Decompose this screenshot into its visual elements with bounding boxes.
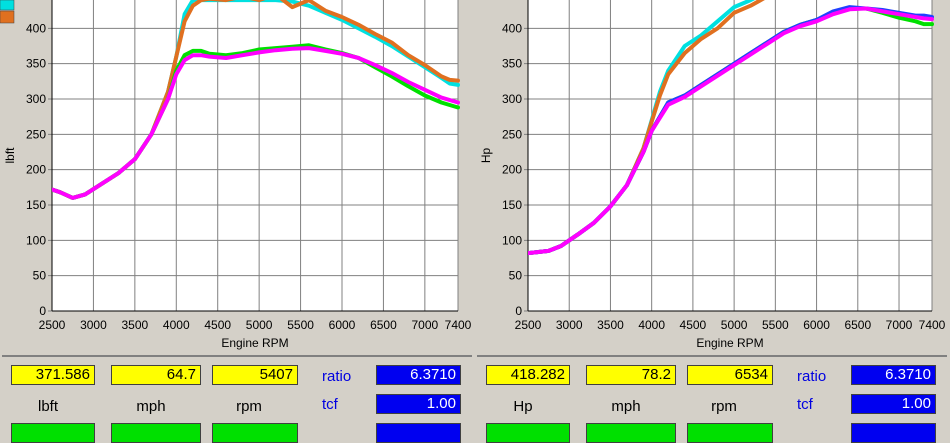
tcf-value[interactable]: 1.00 — [851, 394, 936, 414]
x-tick-label: 6500 — [844, 318, 871, 332]
y-tick-label: 0 — [515, 304, 522, 318]
y-tick-label: 250 — [502, 127, 522, 141]
legend-swatch-orange — [0, 10, 15, 24]
y-tick-label: 200 — [502, 163, 522, 177]
x-axis-label: Engine RPM — [221, 336, 288, 350]
cursor-readout-row — [212, 423, 298, 443]
x-tick-label: 4500 — [680, 318, 707, 332]
y-tick-label: 100 — [502, 233, 522, 247]
x-tick-label: 7400 — [919, 318, 946, 332]
x-tick-label: 3000 — [556, 318, 583, 332]
cursor-readout-row — [687, 423, 773, 443]
rpm-unit: rpm — [711, 398, 737, 415]
y-tick-label: 350 — [26, 57, 46, 71]
y-tick-label: 150 — [26, 198, 46, 212]
x-tick-label: 2500 — [39, 318, 66, 332]
torque-chart: 2500 3000 3500 4000 4500 5000 5500 6000 6500 7000… — [3, 0, 472, 350]
y-tick-label: 50 — [509, 269, 523, 283]
ratio-label: ratio — [797, 368, 827, 385]
extra-value — [376, 423, 461, 443]
torque-readout: 371.586 — [11, 365, 95, 385]
tcf-label: tcf — [322, 396, 338, 413]
x-tick-label: 7000 — [412, 318, 439, 332]
horsepower-unit: Hp — [513, 398, 533, 415]
x-axis-label: Engine RPM — [696, 336, 763, 350]
x-tick-label: 5000 — [721, 318, 748, 332]
horsepower-readout: 418.282 — [486, 365, 570, 385]
y-tick-label: 400 — [502, 21, 522, 35]
x-tick-label: 3500 — [597, 318, 624, 332]
x-tick-label: 4500 — [204, 318, 231, 332]
legend-swatch-cyan — [0, 0, 15, 11]
x-tick-label: 3000 — [80, 318, 107, 332]
y-tick-label: 200 — [26, 163, 46, 177]
x-tick-label: 6000 — [803, 318, 830, 332]
y-tick-label: 250 — [26, 127, 46, 141]
x-tick-label: 6500 — [370, 318, 397, 332]
tcf-value[interactable]: 1.00 — [376, 394, 461, 414]
cursor-readout-row — [486, 423, 570, 443]
horsepower-chart: 2500 3000 3500 4000 4500 5000 5500 6000 6500 7000… — [479, 0, 946, 350]
cursor-readout-row — [11, 423, 95, 443]
x-tick-label: 7000 — [886, 318, 913, 332]
y-tick-label: 150 — [502, 198, 522, 212]
readout-panel-right: 418.282 78.2 6534 ratio 6.3710 Hp mph rp… — [477, 355, 947, 443]
rpm-readout: 6534 — [687, 365, 773, 385]
x-tick-label: 4000 — [638, 318, 665, 332]
ratio-label: ratio — [322, 368, 352, 385]
speed-unit: mph — [611, 398, 641, 415]
series-group — [52, 0, 460, 200]
series-group — [528, 0, 934, 256]
ratio-value[interactable]: 6.3710 — [376, 365, 461, 385]
y-tick-label: 50 — [33, 269, 47, 283]
plot-area — [528, 0, 932, 311]
charts-canvas: 2500 3000 3500 4000 4500 5000 5500 6000 6500 7000… — [0, 0, 946, 350]
y-tick-label: 400 — [26, 21, 46, 35]
y-tick-label: 300 — [502, 92, 522, 106]
y-tick-label: 0 — [39, 304, 46, 318]
series-line — [52, 46, 460, 200]
tcf-label: tcf — [797, 396, 813, 413]
x-tick-label: 2500 — [515, 318, 542, 332]
rpm-readout: 5407 — [212, 365, 298, 385]
y-tick-label: 100 — [26, 233, 46, 247]
x-tick-label: 4000 — [163, 318, 190, 332]
speed-readout: 64.7 — [111, 365, 201, 385]
rpm-unit: rpm — [236, 398, 262, 415]
cursor-readout-row — [111, 423, 201, 443]
series-line — [528, 6, 934, 256]
y-tick-label: 350 — [502, 57, 522, 71]
x-tick-label: 5000 — [246, 318, 273, 332]
extra-value — [851, 423, 936, 443]
x-tick-label: 3500 — [122, 318, 149, 332]
readout-panel-left: 371.586 64.7 5407 ratio 6.3710 lbft mph … — [2, 355, 472, 443]
ratio-value[interactable]: 6.3710 — [851, 365, 936, 385]
torque-unit: lbft — [37, 398, 58, 415]
x-tick-label: 6000 — [329, 318, 356, 332]
speed-unit: mph — [136, 398, 166, 415]
y-tick-label: 300 — [26, 92, 46, 106]
cursor-readout-row — [586, 423, 676, 443]
x-tick-label: 5500 — [762, 318, 789, 332]
x-tick-label: 7400 — [445, 318, 472, 332]
y-axis-label: lbft — [3, 147, 17, 164]
x-tick-label: 5500 — [287, 318, 314, 332]
y-axis-label: Hp — [479, 148, 493, 164]
speed-readout: 78.2 — [586, 365, 676, 385]
